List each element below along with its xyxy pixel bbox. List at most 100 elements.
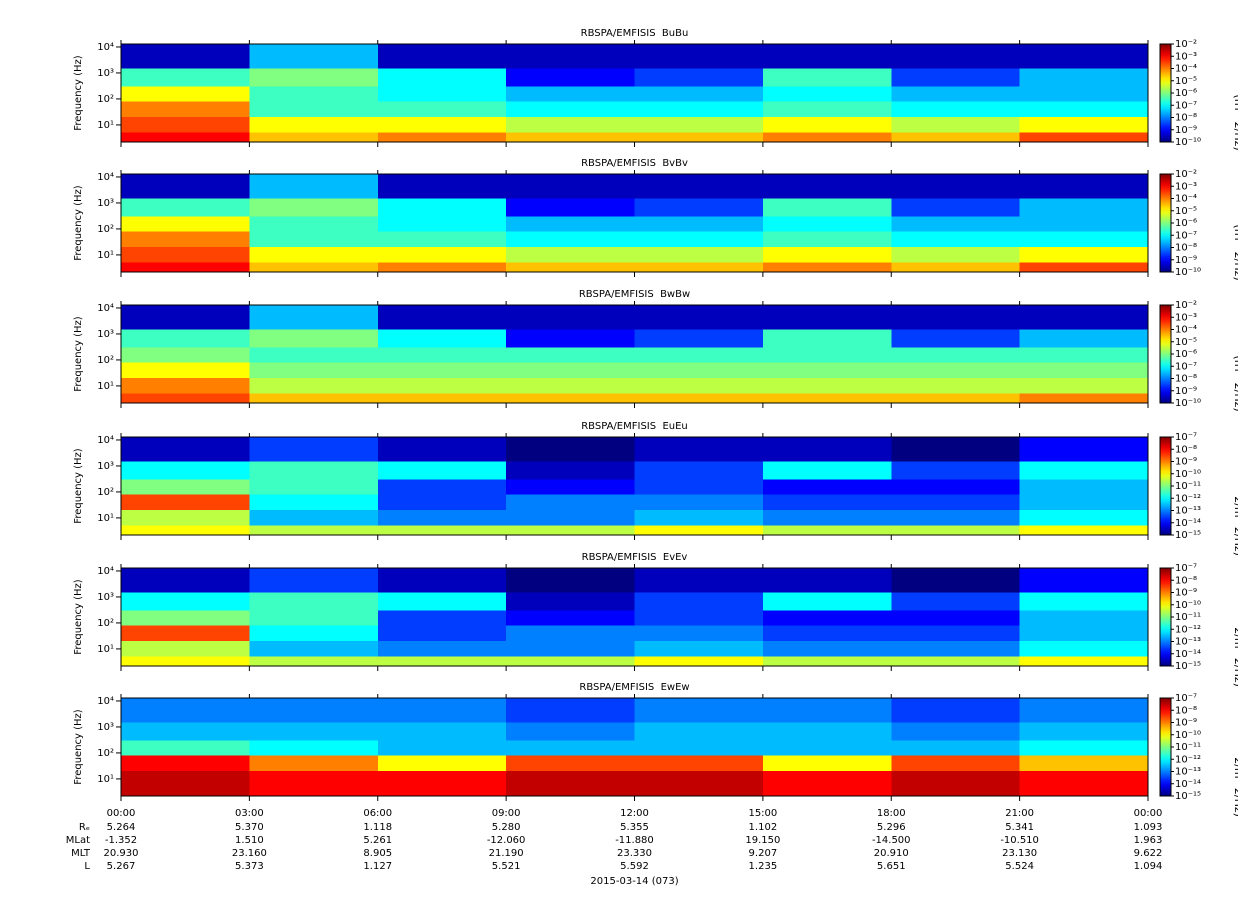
ephemeris-value: -14.500 — [872, 835, 911, 846]
heatmap-cell — [634, 656, 763, 666]
heatmap-cell — [1019, 641, 1148, 657]
colorbar-tick-label: 10⁻⁹ — [1175, 386, 1197, 397]
colorbar-label: amplitude (nT^2/Hz) — [1232, 35, 1245, 150]
colorbar-tick-label: 10⁻⁷ — [1175, 230, 1197, 241]
heatmap-cell — [249, 461, 378, 480]
heatmap-cell — [121, 698, 250, 723]
ephemeris-value: 1.963 — [1134, 835, 1163, 846]
heatmap-cell — [1019, 378, 1148, 394]
heatmap-cell — [634, 44, 763, 69]
heatmap-cell — [506, 698, 635, 723]
heatmap-cell — [249, 362, 378, 379]
heatmap-cell — [121, 592, 250, 611]
heatmap-cell — [249, 771, 378, 787]
heatmap-cell — [634, 479, 763, 495]
y-tick-label: 10⁴ — [97, 566, 114, 577]
heatmap-cell — [377, 786, 507, 796]
colorbar-label: amplitude (nT^2/Hz) — [1232, 296, 1245, 411]
heatmap-cell — [506, 755, 635, 772]
heatmap-cell — [377, 755, 507, 772]
colorbar-tick-label: 10⁻⁴ — [1175, 194, 1197, 205]
heatmap-cell — [121, 305, 250, 330]
colorbar — [1160, 568, 1171, 666]
heatmap-cell — [506, 86, 635, 102]
ephemeris-value: 9.207 — [749, 848, 778, 859]
heatmap-cell — [121, 755, 250, 772]
heatmap-cell — [762, 755, 892, 772]
colorbar-tick-label: 10⁻¹⁰ — [1175, 469, 1201, 480]
y-tick-label: 10³ — [97, 329, 114, 340]
heatmap-cell — [506, 625, 635, 642]
colorbar-tick-label: 10⁻¹³ — [1175, 767, 1201, 778]
colorbar-tick-label: 10⁻¹¹ — [1175, 742, 1201, 753]
ephemeris-value: 21.190 — [489, 848, 524, 859]
heatmap-cell — [377, 494, 507, 511]
y-axis-label: Frequency (Hz) — [73, 316, 84, 392]
y-tick-label: 10² — [97, 748, 114, 759]
heatmap-cell — [121, 740, 250, 756]
heatmap-cell — [377, 198, 507, 217]
heatmap-cell — [634, 68, 763, 87]
heatmap-cell — [506, 568, 635, 593]
heatmap-cell — [634, 698, 763, 723]
heatmap-cell — [891, 174, 1020, 199]
colorbar-tick-label: 10⁻⁸ — [1175, 243, 1197, 254]
colorbar-tick-label: 10⁻⁵ — [1175, 337, 1197, 348]
ephemeris-value: 9.622 — [1134, 848, 1163, 859]
heatmap-cell — [506, 656, 635, 666]
heatmap-cell — [377, 437, 507, 462]
colorbar-tick-label: 10⁻¹² — [1175, 754, 1201, 765]
heatmap-cell — [506, 494, 635, 511]
heatmap-cell — [377, 461, 507, 480]
y-tick-label: 10⁴ — [97, 696, 114, 707]
heatmap-cell — [762, 132, 892, 142]
x-tick-label: 18:00 — [877, 808, 906, 819]
heatmap-cell — [506, 174, 635, 199]
heatmap-cell — [634, 592, 763, 611]
y-tick-label: 10⁴ — [97, 42, 114, 53]
heatmap-cell — [121, 117, 250, 133]
heatmap-cell — [249, 378, 378, 394]
heatmap-cell — [121, 44, 250, 69]
heatmap-cell — [1019, 755, 1148, 772]
colorbar — [1160, 698, 1171, 796]
heatmap-cell — [506, 393, 635, 403]
colorbar-tick-label: 10⁻⁶ — [1175, 218, 1197, 229]
heatmap-cell — [891, 461, 1020, 480]
heatmap-cell — [762, 378, 892, 394]
heatmap-cell — [762, 740, 892, 756]
heatmap-cell — [506, 117, 635, 133]
x-tick-label: 09:00 — [492, 808, 521, 819]
heatmap-cell — [506, 510, 635, 526]
heatmap-cell — [891, 641, 1020, 657]
heatmap-cell — [891, 247, 1020, 263]
ephemeris-value: 5.524 — [1005, 861, 1034, 872]
heatmap-cell — [506, 641, 635, 657]
heatmap-cell — [249, 437, 378, 462]
x-tick-label: 00:00 — [1134, 808, 1163, 819]
heatmap-cell — [891, 68, 1020, 87]
heatmap-cell — [506, 437, 635, 462]
heatmap-cell — [377, 698, 507, 723]
y-tick-label: 10² — [97, 618, 114, 629]
heatmap-cell — [891, 216, 1020, 232]
heatmap-cell — [634, 174, 763, 199]
heatmap-cell — [121, 231, 250, 248]
heatmap-cell — [1019, 216, 1148, 232]
colorbar-tick-label: 10⁻⁵ — [1175, 76, 1197, 87]
heatmap-cell — [1019, 117, 1148, 133]
heatmap-cell — [634, 755, 763, 772]
heatmap-cell — [121, 378, 250, 394]
ephemeris-value: 5.267 — [107, 861, 136, 872]
heatmap-cell — [634, 722, 763, 741]
heatmap-cell — [891, 698, 1020, 723]
heatmap-cell — [891, 510, 1020, 526]
heatmap-cell — [1019, 362, 1148, 379]
colorbar-tick-label: 10⁻⁵ — [1175, 206, 1197, 217]
heatmap-cell — [249, 198, 378, 217]
heatmap-cell — [121, 198, 250, 217]
ephemeris-value: 5.651 — [877, 861, 906, 872]
heatmap-cell — [891, 329, 1020, 348]
colorbar-tick-label: 10⁻¹⁰ — [1175, 398, 1201, 409]
heatmap-cell — [634, 740, 763, 756]
